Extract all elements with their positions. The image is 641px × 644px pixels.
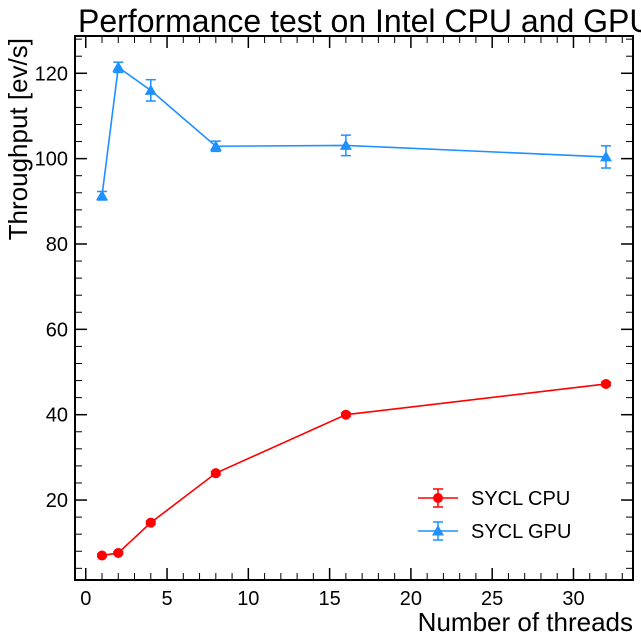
axis-ticks: 0 5 10 15 20 25 30 20 40 60 80 100 120 bbox=[35, 36, 633, 610]
legend-label: SYCL CPU bbox=[471, 488, 570, 510]
y-tick-label: 80 bbox=[46, 234, 68, 256]
series-gpu bbox=[96, 61, 612, 201]
x-tick-label: 25 bbox=[481, 588, 503, 610]
x-tick-label: 15 bbox=[318, 588, 340, 610]
data-point bbox=[113, 547, 124, 558]
x-tick-label: 0 bbox=[80, 588, 91, 610]
x-tick-label: 20 bbox=[400, 588, 422, 610]
data-point bbox=[600, 378, 611, 389]
data-point bbox=[97, 550, 108, 561]
y-tick-label: 120 bbox=[35, 63, 68, 85]
data-point bbox=[96, 189, 109, 201]
data-point bbox=[145, 517, 156, 528]
legend: SYCL CPU SYCL GPU bbox=[418, 488, 571, 543]
data-point bbox=[340, 409, 351, 420]
legend-entry: SYCL CPU bbox=[418, 488, 570, 510]
chart-title: Performance test on Intel CPU and GPU bbox=[78, 3, 641, 39]
series-layer bbox=[96, 61, 612, 561]
data-point bbox=[210, 468, 221, 479]
legend-entry: SYCL GPU bbox=[418, 521, 571, 543]
x-tick-label: 10 bbox=[237, 588, 259, 610]
y-axis-label: Throughput [ev/s] bbox=[3, 38, 33, 240]
plot-frame bbox=[74, 35, 634, 581]
data-point bbox=[112, 61, 125, 72]
legend-marker bbox=[433, 493, 443, 503]
data-point bbox=[599, 150, 612, 162]
data-point bbox=[144, 84, 157, 95]
series-line bbox=[101, 65, 607, 196]
data-point bbox=[339, 139, 352, 150]
legend-marker bbox=[432, 525, 444, 536]
y-tick-label: 40 bbox=[46, 405, 68, 427]
x-tick-label: 30 bbox=[562, 588, 584, 610]
x-tick-label: 5 bbox=[161, 588, 172, 610]
legend-label: SYCL GPU bbox=[471, 521, 571, 543]
y-tick-label: 20 bbox=[46, 490, 68, 512]
y-tick-label: 100 bbox=[35, 149, 68, 171]
y-tick-label: 60 bbox=[46, 319, 68, 341]
x-axis-label: Number of threads bbox=[418, 607, 633, 637]
series-cpu bbox=[97, 378, 611, 561]
data-point bbox=[209, 140, 222, 151]
